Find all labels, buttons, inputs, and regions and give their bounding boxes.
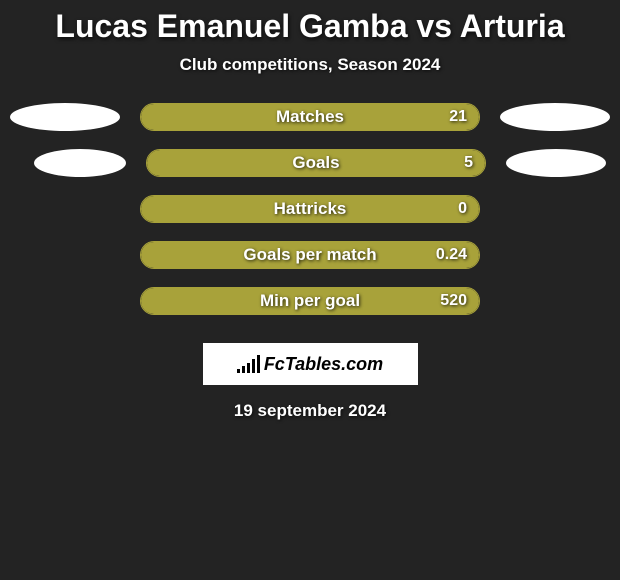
logo-bars-icon bbox=[237, 355, 260, 373]
logo-text: FcTables.com bbox=[264, 354, 383, 375]
logo-bar-segment bbox=[242, 366, 245, 373]
stat-value: 520 bbox=[440, 292, 467, 310]
marker-ellipse-right bbox=[500, 103, 610, 131]
marker-ellipse-left bbox=[10, 103, 120, 131]
stat-value: 0.24 bbox=[436, 246, 467, 264]
comparison-card: Lucas Emanuel Gamba vs Arturia Club comp… bbox=[0, 0, 620, 421]
marker-ellipse-right bbox=[506, 149, 606, 177]
stat-value: 0 bbox=[458, 200, 467, 218]
stat-label: Matches bbox=[276, 107, 344, 127]
stats-list: Matches 21 Goals 5 Hattricks 0 Goals per match… bbox=[10, 103, 610, 333]
stat-bar: Min per goal 520 bbox=[140, 287, 480, 315]
stat-bar: Goals 5 bbox=[146, 149, 486, 177]
stat-value: 5 bbox=[464, 154, 473, 172]
stat-row: Hattricks 0 bbox=[10, 195, 610, 223]
stat-label: Min per goal bbox=[260, 291, 360, 311]
stat-row: Goals 5 bbox=[10, 149, 610, 177]
stat-label: Goals bbox=[292, 153, 339, 173]
stat-bar: Hattricks 0 bbox=[140, 195, 480, 223]
date-label: 19 september 2024 bbox=[234, 401, 386, 421]
stat-row: Matches 21 bbox=[10, 103, 610, 131]
logo-bar-segment bbox=[247, 363, 250, 373]
logo-bar-segment bbox=[252, 359, 255, 373]
stat-row: Min per goal 520 bbox=[10, 287, 610, 315]
stat-label: Hattricks bbox=[274, 199, 347, 219]
subtitle: Club competitions, Season 2024 bbox=[180, 55, 441, 75]
stat-row: Goals per match 0.24 bbox=[10, 241, 610, 269]
marker-ellipse-left bbox=[34, 149, 126, 177]
page-title: Lucas Emanuel Gamba vs Arturia bbox=[55, 8, 564, 45]
stat-value: 21 bbox=[449, 108, 467, 126]
stat-bar: Goals per match 0.24 bbox=[140, 241, 480, 269]
stat-bar: Matches 21 bbox=[140, 103, 480, 131]
brand-logo: FcTables.com bbox=[203, 343, 418, 385]
logo-bar-segment bbox=[257, 355, 260, 373]
stat-label: Goals per match bbox=[243, 245, 376, 265]
logo-bar-segment bbox=[237, 369, 240, 373]
